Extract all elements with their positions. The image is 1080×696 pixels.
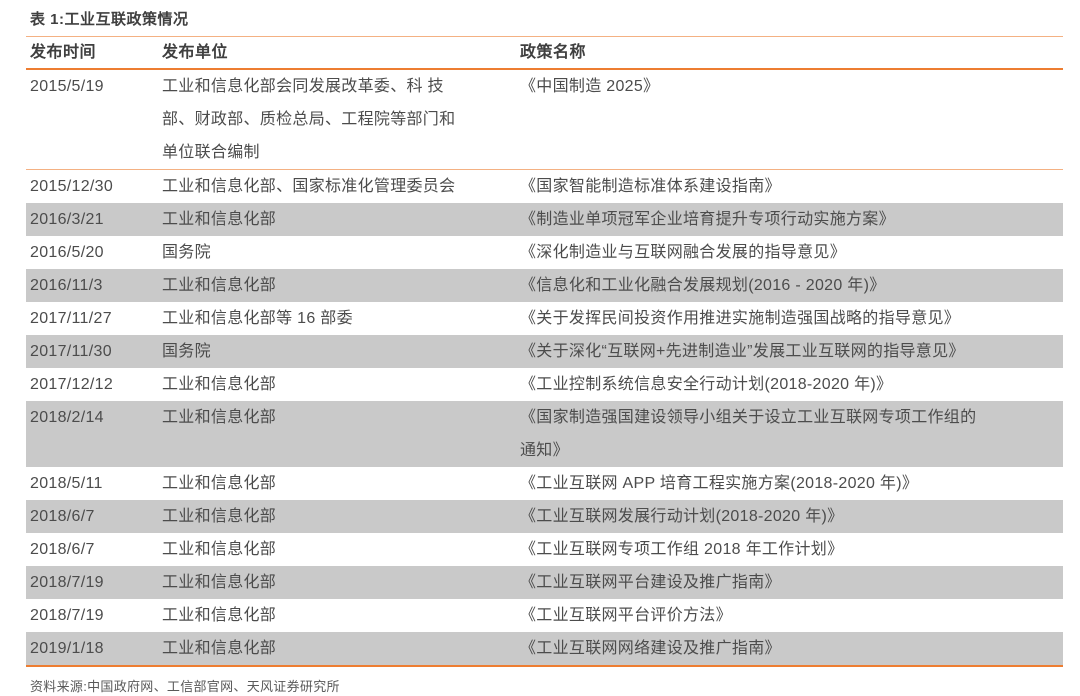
cell-unit: 工业和信息化部 <box>162 277 277 294</box>
cell-date: 2015/5/19 <box>30 78 104 95</box>
table-row: 2018/6/7 工业和信息化部 《工业互联网发展行动计划(2018-2020 年)… <box>26 500 1063 533</box>
cell-date: 2019/1/18 <box>30 640 104 657</box>
cell-unit: 国务院 <box>162 343 211 360</box>
source-note: 资料来源:中国政府网、工信部官网、天风证券研究所 <box>30 679 340 694</box>
table-row: 2015/12/30 工业和信息化部、国家标准化管理委员会 《国家智能制造标准体系建… <box>26 170 1063 203</box>
cell-date: 2018/6/7 <box>30 541 95 558</box>
cell-date: 2018/6/7 <box>30 508 95 525</box>
table-row: 2015/5/19 工业和信息化部会同发展改革委、科 技 部、财政部、质检总局、工… <box>26 70 1063 170</box>
cell-policy: 《关于发挥民间投资作用推进实施制造强国战略的指导意见》 <box>520 310 961 327</box>
table-row: 2017/11/30 国务院 《关于深化“互联网+先进制造业”发展工业互联网的指导意… <box>26 335 1063 368</box>
table-title: 表 1:工业互联政策情况 <box>30 11 189 28</box>
cell-policy: 《工业互联网平台建设及推广指南》 <box>520 574 781 591</box>
cell-date: 2017/11/30 <box>30 343 112 360</box>
cell-unit: 国务院 <box>162 244 211 261</box>
cell-date: 2017/12/12 <box>30 376 114 393</box>
cell-policy: 《国家制造强国建设领导小组关于设立工业互联网专项工作组的 通知》 <box>520 409 977 459</box>
table-row: 2017/12/12 工业和信息化部 《工业控制系统信息安全行动计划(2018-20… <box>26 368 1063 401</box>
cell-unit: 工业和信息化部 <box>162 508 277 525</box>
cell-date: 2015/12/30 <box>30 178 114 195</box>
cell-policy: 《制造业单项冠军企业培育提升专项行动实施方案》 <box>520 211 895 228</box>
cell-unit: 工业和信息化部 <box>162 211 277 228</box>
cell-unit: 工业和信息化部会同发展改革委、科 技 部、财政部、质检总局、工程院等部门和 单位… <box>162 78 456 161</box>
cell-policy: 《工业控制系统信息安全行动计划(2018-2020 年)》 <box>520 376 893 393</box>
table-row: 2016/5/20 国务院 《深化制造业与互联网融合发展的指导意见》 <box>26 236 1063 269</box>
table-row: 2016/11/3 工业和信息化部 《信息化和工业化融合发展规划(2016 - 20… <box>26 269 1063 302</box>
cell-date: 2017/11/27 <box>30 310 112 327</box>
table-row: 2018/2/14 工业和信息化部 《国家制造强国建设领导小组关于设立工业互联网专项… <box>26 401 1063 467</box>
cell-unit: 工业和信息化部 <box>162 376 277 393</box>
table-row: 2019/1/18 工业和信息化部 《工业互联网网络建设及推广指南》 <box>26 632 1063 665</box>
table-row: 2018/6/7 工业和信息化部 《工业互联网专项工作组 2018 年工作计划》 <box>26 533 1063 566</box>
column-header-unit: 发布单位 <box>162 44 229 61</box>
cell-unit: 工业和信息化部等 16 部委 <box>162 310 353 327</box>
table-row: 2018/7/19 工业和信息化部 《工业互联网平台评价方法》 <box>26 599 1063 632</box>
cell-date: 2016/3/21 <box>30 211 104 228</box>
cell-policy: 《关于深化“互联网+先进制造业”发展工业互联网的指导意见》 <box>520 343 965 360</box>
column-header-policy: 政策名称 <box>520 44 587 61</box>
column-header-date: 发布时间 <box>30 44 97 61</box>
cell-unit: 工业和信息化部 <box>162 640 277 657</box>
cell-policy: 《工业互联网专项工作组 2018 年工作计划》 <box>520 541 844 558</box>
table-row: 2018/7/19 工业和信息化部 《工业互联网平台建设及推广指南》 <box>26 566 1063 599</box>
cell-date: 2018/2/14 <box>30 409 104 426</box>
cell-date: 2018/7/19 <box>30 607 104 624</box>
cell-unit: 工业和信息化部 <box>162 409 277 426</box>
cell-unit: 工业和信息化部 <box>162 607 277 624</box>
cell-policy: 《国家智能制造标准体系建设指南》 <box>520 178 781 195</box>
cell-policy: 《中国制造 2025》 <box>520 78 660 95</box>
policy-table: 发布时间 发布单位 政策名称 2015/5/19 工业和信息化部会同发展改革委、科… <box>26 36 1063 667</box>
cell-date: 2018/7/19 <box>30 574 104 591</box>
table-row: 2017/11/27 工业和信息化部等 16 部委 《关于发挥民间投资作用推进实施制… <box>26 302 1063 335</box>
table-row: 2018/5/11 工业和信息化部 《工业互联网 APP 培育工程实施方案(2018… <box>26 467 1063 500</box>
cell-unit: 工业和信息化部、国家标准化管理委员会 <box>162 178 456 195</box>
cell-date: 2018/5/11 <box>30 475 103 492</box>
cell-date: 2016/11/3 <box>30 277 103 294</box>
cell-policy: 《深化制造业与互联网融合发展的指导意见》 <box>520 244 847 261</box>
table-body: 2015/5/19 工业和信息化部会同发展改革委、科 技 部、财政部、质检总局、工… <box>26 70 1063 665</box>
cell-policy: 《工业互联网平台评价方法》 <box>520 607 732 624</box>
cell-policy: 《工业互联网 APP 培育工程实施方案(2018-2020 年)》 <box>520 475 919 492</box>
cell-policy: 《工业互联网发展行动计划(2018-2020 年)》 <box>520 508 844 525</box>
cell-policy: 《信息化和工业化融合发展规划(2016 - 2020 年)》 <box>520 277 886 294</box>
cell-unit: 工业和信息化部 <box>162 574 277 591</box>
table-row: 2016/3/21 工业和信息化部 《制造业单项冠军企业培育提升专项行动实施方案》 <box>26 203 1063 236</box>
table-header-row: 发布时间 发布单位 政策名称 <box>26 37 1063 70</box>
cell-policy: 《工业互联网网络建设及推广指南》 <box>520 640 781 657</box>
cell-unit: 工业和信息化部 <box>162 541 277 558</box>
cell-date: 2016/5/20 <box>30 244 104 261</box>
cell-unit: 工业和信息化部 <box>162 475 277 492</box>
